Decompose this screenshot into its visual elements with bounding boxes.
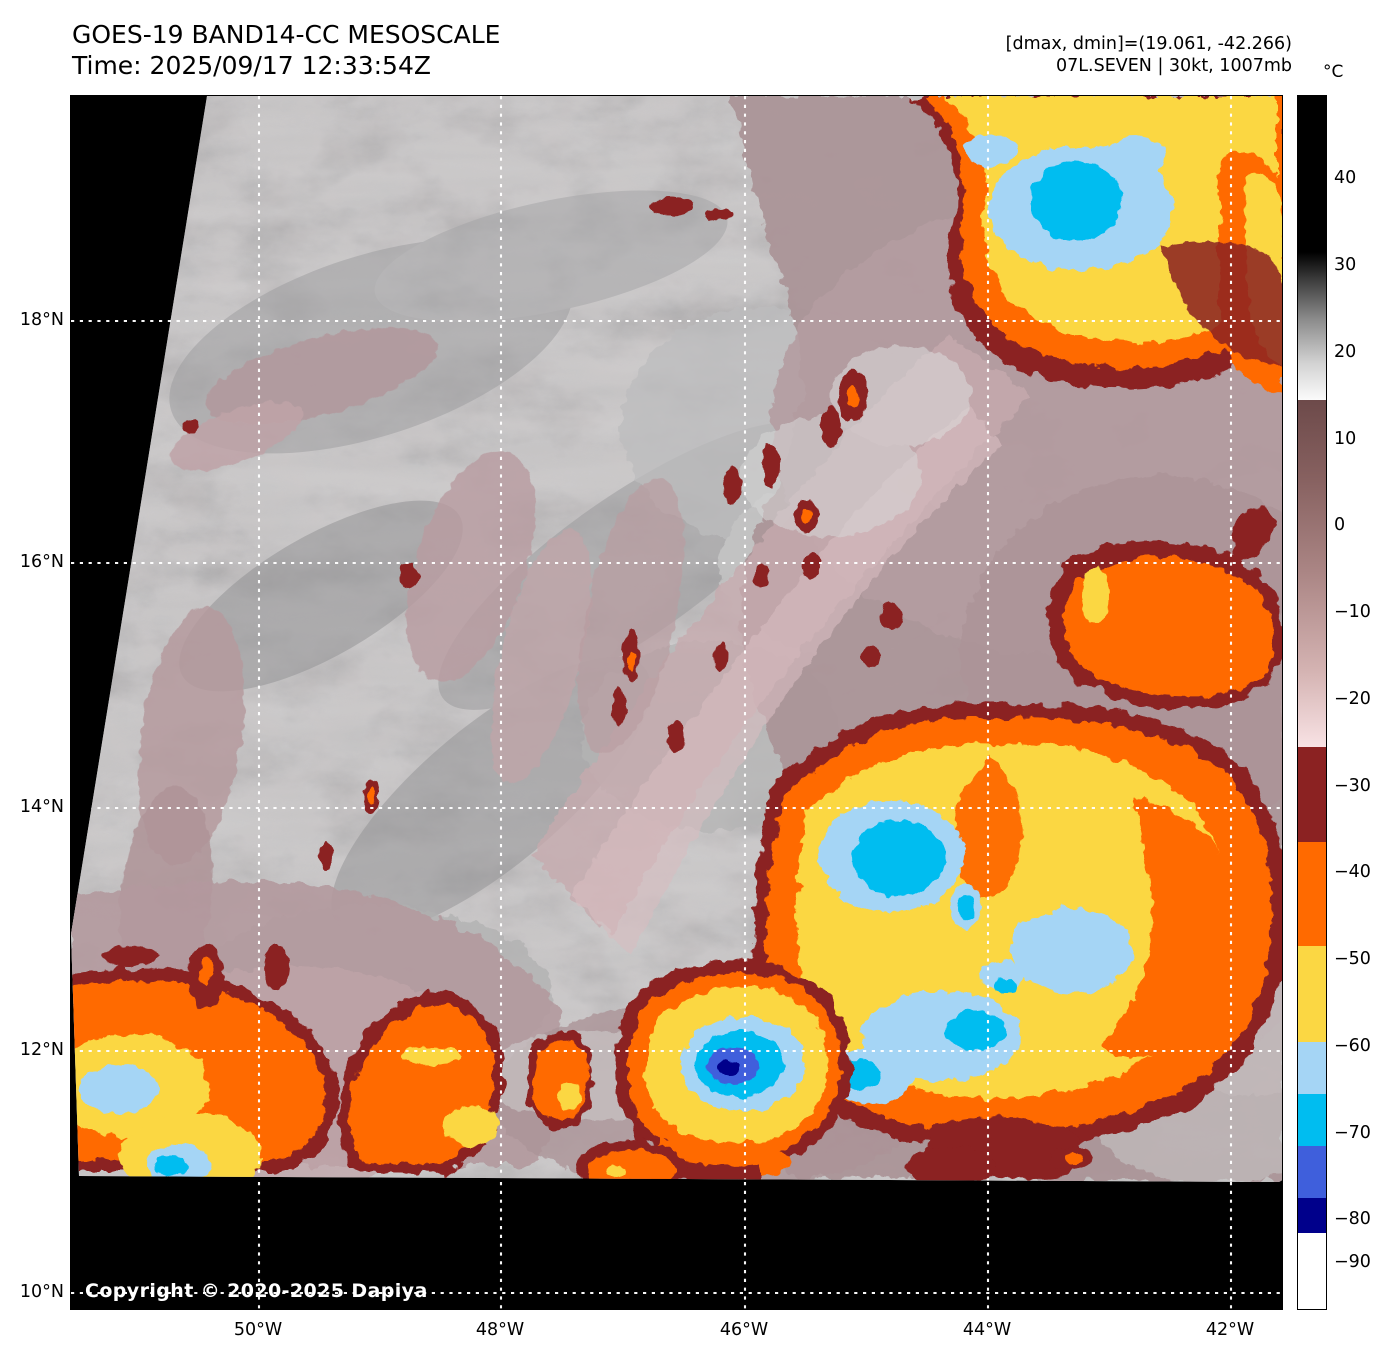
colorbar-gradient <box>1298 96 1326 1309</box>
y-tick-10n: 10°N <box>19 1282 64 1302</box>
x-tick-50w: 50°W <box>233 1320 283 1340</box>
cbar-tick-m50: −50 <box>1334 949 1371 969</box>
timestamp-label: Time: 2025/09/17 12:33:54Z <box>72 51 431 80</box>
header-title-block: GOES-19 BAND14-CC MESOSCALE Time: 2025/0… <box>72 20 500 81</box>
cbar-tick-30: 30 <box>1334 255 1357 275</box>
y-tick-14n: 14°N <box>19 797 64 817</box>
cbar-tick-m20: −20 <box>1334 689 1371 709</box>
cbar-tick-m10: −10 <box>1334 602 1371 622</box>
x-tick-48w: 48°W <box>475 1320 525 1340</box>
cbar-tick-m60: −60 <box>1334 1036 1371 1056</box>
cbar-tick-m40: −40 <box>1334 862 1371 882</box>
y-tick-18n: 18°N <box>19 310 64 330</box>
x-tick-44w: 44°W <box>962 1320 1012 1340</box>
colorbar[interactable] <box>1297 95 1327 1310</box>
storm-info-label: 07L.SEVEN | 30kt, 1007mb <box>1056 56 1292 76</box>
cbar-tick-20: 20 <box>1334 342 1357 362</box>
y-tick-12n: 12°N <box>19 1040 64 1060</box>
colorbar-unit-label: °C <box>1323 62 1344 82</box>
cbar-tick-40: 40 <box>1334 168 1357 188</box>
x-tick-46w: 46°W <box>719 1320 769 1340</box>
data-range-label: [dmax, dmin]=(19.061, -42.266) <box>1005 34 1292 54</box>
cbar-tick-10: 10 <box>1334 429 1357 449</box>
x-tick-42w: 42°W <box>1205 1320 1255 1340</box>
cbar-tick-m30: −30 <box>1334 776 1371 796</box>
header-meta-block: [dmax, dmin]=(19.061, -42.266) 07L.SEVEN… <box>1006 33 1292 77</box>
y-tick-16n: 16°N <box>19 552 64 572</box>
cbar-tick-m70: −70 <box>1334 1123 1371 1143</box>
satellite-imagery-canvas <box>71 96 1282 1309</box>
copyright-label: Copyright © 2020-2025 Dapiya <box>85 1280 428 1302</box>
cbar-tick-m80: −80 <box>1334 1209 1371 1229</box>
cbar-tick-m90: −90 <box>1334 1252 1371 1272</box>
page-title: GOES-19 BAND14-CC MESOSCALE <box>72 20 501 49</box>
cbar-tick-0: 0 <box>1334 515 1346 535</box>
satellite-image-plot[interactable]: Copyright © 2020-2025 Dapiya <box>70 95 1283 1310</box>
